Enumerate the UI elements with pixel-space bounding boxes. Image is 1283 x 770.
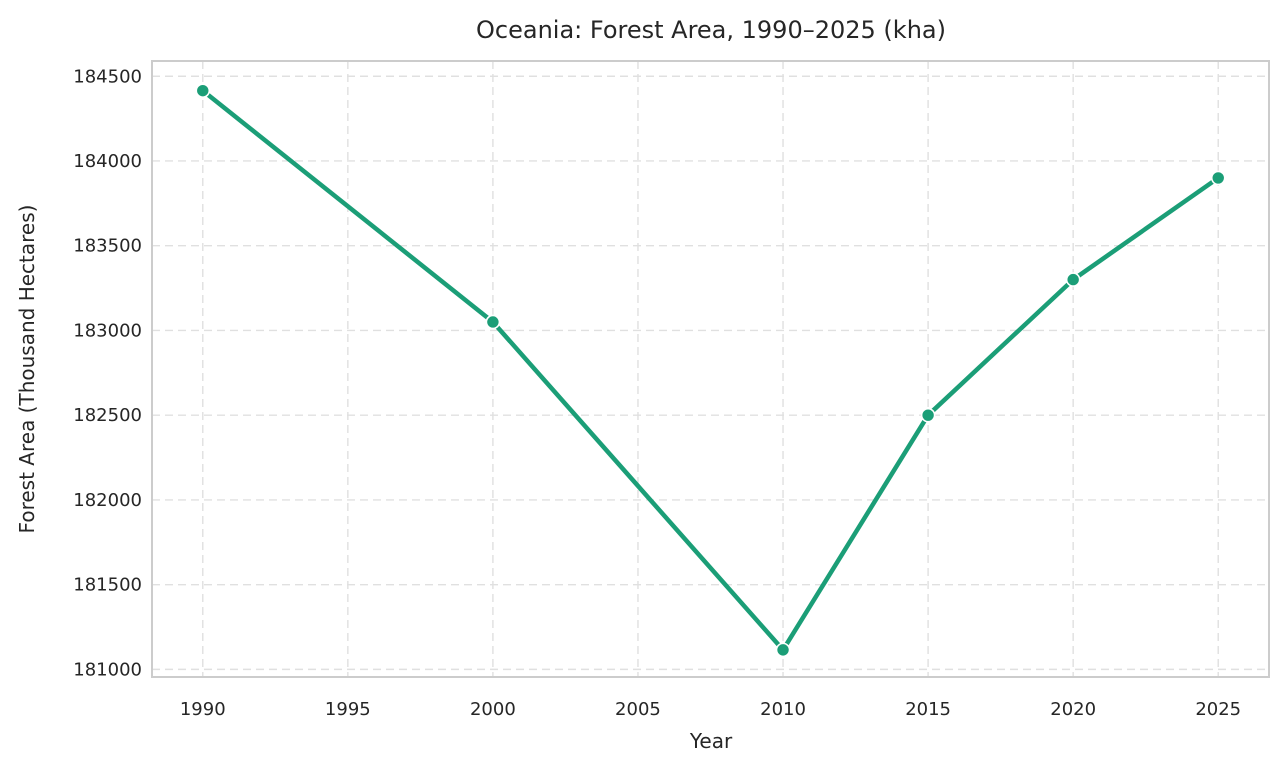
x-axis-label: Year: [689, 729, 733, 753]
data-point: [920, 407, 936, 423]
y-tick-label: 182000: [73, 490, 142, 511]
x-tick-label: 1995: [325, 699, 371, 720]
y-tick-label: 183000: [73, 320, 142, 341]
x-axis-ticks: 1990 1995 2000 2005 2010 2015 2020 2025: [180, 699, 1241, 720]
x-tick-label: 2005: [615, 699, 661, 720]
data-point: [775, 642, 791, 658]
x-tick-label: 2020: [1050, 699, 1096, 720]
x-tick-label: 2000: [470, 699, 516, 720]
grid: [152, 61, 1269, 677]
data-point: [1065, 272, 1081, 287]
y-tick-label: 183500: [73, 236, 142, 257]
y-axis-ticks: 181000 181500 182000 182500 183000 183500 1840…: [73, 66, 142, 680]
y-tick-label: 184500: [73, 66, 142, 87]
data-point: [195, 83, 211, 98]
data-point: [485, 314, 501, 330]
y-tick-label: 184000: [73, 151, 142, 172]
chart-title: Oceania: Forest Area, 1990–2025 (kha): [476, 16, 946, 44]
x-tick-label: 2015: [905, 699, 951, 720]
y-tick-label: 181000: [73, 659, 142, 680]
series-line: [200, 88, 1221, 653]
x-tick-label: 2010: [760, 699, 806, 720]
y-tick-label: 182500: [73, 405, 142, 426]
y-axis-label: Forest Area (Thousand Hectares): [15, 205, 39, 534]
data-point: [1210, 170, 1226, 186]
x-tick-label: 1990: [180, 699, 226, 720]
x-tick-label: 2025: [1195, 699, 1241, 720]
series-group: [195, 83, 1226, 658]
plot-frame: [151, 60, 1270, 678]
y-tick-label: 181500: [73, 575, 142, 596]
